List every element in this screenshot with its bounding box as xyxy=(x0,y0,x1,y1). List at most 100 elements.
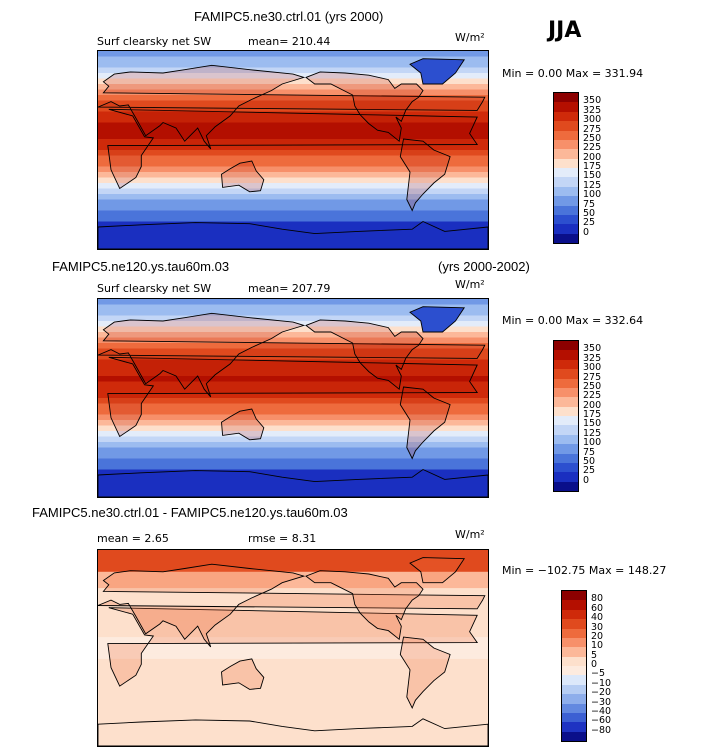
map-band xyxy=(98,321,488,328)
map-band xyxy=(98,56,488,63)
map-band xyxy=(98,691,488,698)
map-band xyxy=(98,403,488,410)
map-band xyxy=(98,599,488,606)
map-band xyxy=(98,62,488,69)
panel1-colorbar xyxy=(553,92,579,244)
panel1-case-title: FAMIPC5.ne30.ctrl.01 (yrs 2000) xyxy=(194,9,384,24)
colorbar-tick-label: 275 xyxy=(583,371,602,383)
colorbar-swatch xyxy=(562,694,586,704)
map-band xyxy=(98,111,488,118)
colorbar-swatch xyxy=(562,628,586,638)
colorbar-tick-label: 325 xyxy=(583,352,602,364)
map-band xyxy=(98,199,488,206)
colorbar-swatch xyxy=(554,387,578,398)
colorbar-tick-label: 100 xyxy=(583,437,602,449)
colorbar-swatch xyxy=(562,722,586,732)
map-band xyxy=(98,718,488,725)
colorbar-tick-label: 5 xyxy=(591,649,598,661)
colorbar-tick-label: 0 xyxy=(583,226,590,238)
map-band xyxy=(98,653,488,660)
map-band xyxy=(98,555,488,562)
colorbar-tick-label: 30 xyxy=(591,621,604,633)
map-band xyxy=(98,221,488,228)
colorbar-swatch xyxy=(562,656,586,666)
colorbar-swatch xyxy=(554,406,578,416)
colorbar-tick-label: −80 xyxy=(591,724,612,736)
colorbar-tick-label: 350 xyxy=(583,343,602,355)
map-band xyxy=(98,550,488,557)
map-band xyxy=(98,560,488,567)
colorbar-tick-label: 75 xyxy=(583,446,596,458)
panel3-minmax: Min = −102.75 Max = 148.27 xyxy=(502,564,667,577)
coastline-australia xyxy=(221,408,265,441)
map-band xyxy=(98,299,488,306)
coastline-greenland xyxy=(409,557,466,584)
colorbar-tick-label: 300 xyxy=(583,362,602,374)
map-band xyxy=(98,425,488,432)
panel2-units: W/m² xyxy=(455,278,485,291)
panel2-minmax: Min = 0.00 Max = 332.64 xyxy=(502,314,644,327)
colorbar-tick-label: 60 xyxy=(591,602,604,614)
colorbar-swatch xyxy=(554,214,578,225)
map-band xyxy=(98,51,488,58)
map-band xyxy=(98,133,488,140)
colorbar-tick-label: −5 xyxy=(591,668,606,680)
colorbar-swatch xyxy=(554,196,578,206)
colorbar-tick-label: 25 xyxy=(583,465,596,477)
panel1-map xyxy=(97,50,489,250)
map-band xyxy=(98,210,488,217)
colorbar-tick-label: 250 xyxy=(583,132,602,144)
map-band xyxy=(98,620,488,627)
colorbar-swatch xyxy=(554,168,578,178)
panel2-case-title: FAMIPC5.ne120.ys.tau60m.03 xyxy=(52,259,230,274)
panel2-variable: Surf clearsky net SW xyxy=(97,282,212,295)
map-band xyxy=(98,387,488,394)
map-band xyxy=(98,740,488,746)
map-band xyxy=(98,365,488,372)
map-band xyxy=(98,310,488,317)
colorbar-swatch xyxy=(554,111,578,122)
map-band xyxy=(98,359,488,366)
map-band xyxy=(98,458,488,465)
colorbar-swatch xyxy=(554,369,578,379)
colorbar-tick-label: 225 xyxy=(583,142,602,154)
map-band xyxy=(98,78,488,85)
colorbar-tick-label: −30 xyxy=(591,696,612,708)
colorbar-swatch xyxy=(562,666,586,676)
coastline-africa xyxy=(107,607,479,687)
colorbar-swatch xyxy=(562,703,586,713)
map-band xyxy=(98,729,488,736)
colorbar-swatch xyxy=(554,341,578,351)
coastline-samerica xyxy=(399,386,451,460)
colorbar-swatch xyxy=(554,158,578,168)
colorbar-tick-label: 0 xyxy=(591,659,598,670)
colorbar-swatch xyxy=(562,731,586,741)
colorbar-swatch xyxy=(562,619,586,629)
panel3-colorbar xyxy=(561,590,587,742)
colorbar-tick-label: 200 xyxy=(583,151,602,163)
map-band xyxy=(98,304,488,311)
map-band xyxy=(98,626,488,633)
map-band xyxy=(98,238,488,245)
panel1-units: W/m² xyxy=(455,31,485,44)
panel2-colorbar xyxy=(553,340,579,492)
colorbar-swatch xyxy=(554,472,578,482)
colorbar-swatch xyxy=(554,121,578,131)
map-band xyxy=(98,172,488,179)
map-band xyxy=(98,376,488,383)
coastline-antarctica xyxy=(98,468,488,497)
panel2-map xyxy=(97,298,489,498)
map-band xyxy=(98,117,488,124)
colorbar-swatch xyxy=(554,462,578,473)
map-band xyxy=(98,161,488,168)
map-plot xyxy=(98,299,488,497)
map-band xyxy=(98,370,488,377)
map-band xyxy=(98,675,488,682)
colorbar-swatch xyxy=(554,444,578,454)
map-band xyxy=(98,315,488,322)
coastline-namerica xyxy=(305,319,424,391)
map-band xyxy=(98,128,488,135)
panel1-minmax: Min = 0.00 Max = 331.94 xyxy=(502,67,644,80)
map-band xyxy=(98,464,488,471)
colorbar-swatch xyxy=(554,350,578,360)
